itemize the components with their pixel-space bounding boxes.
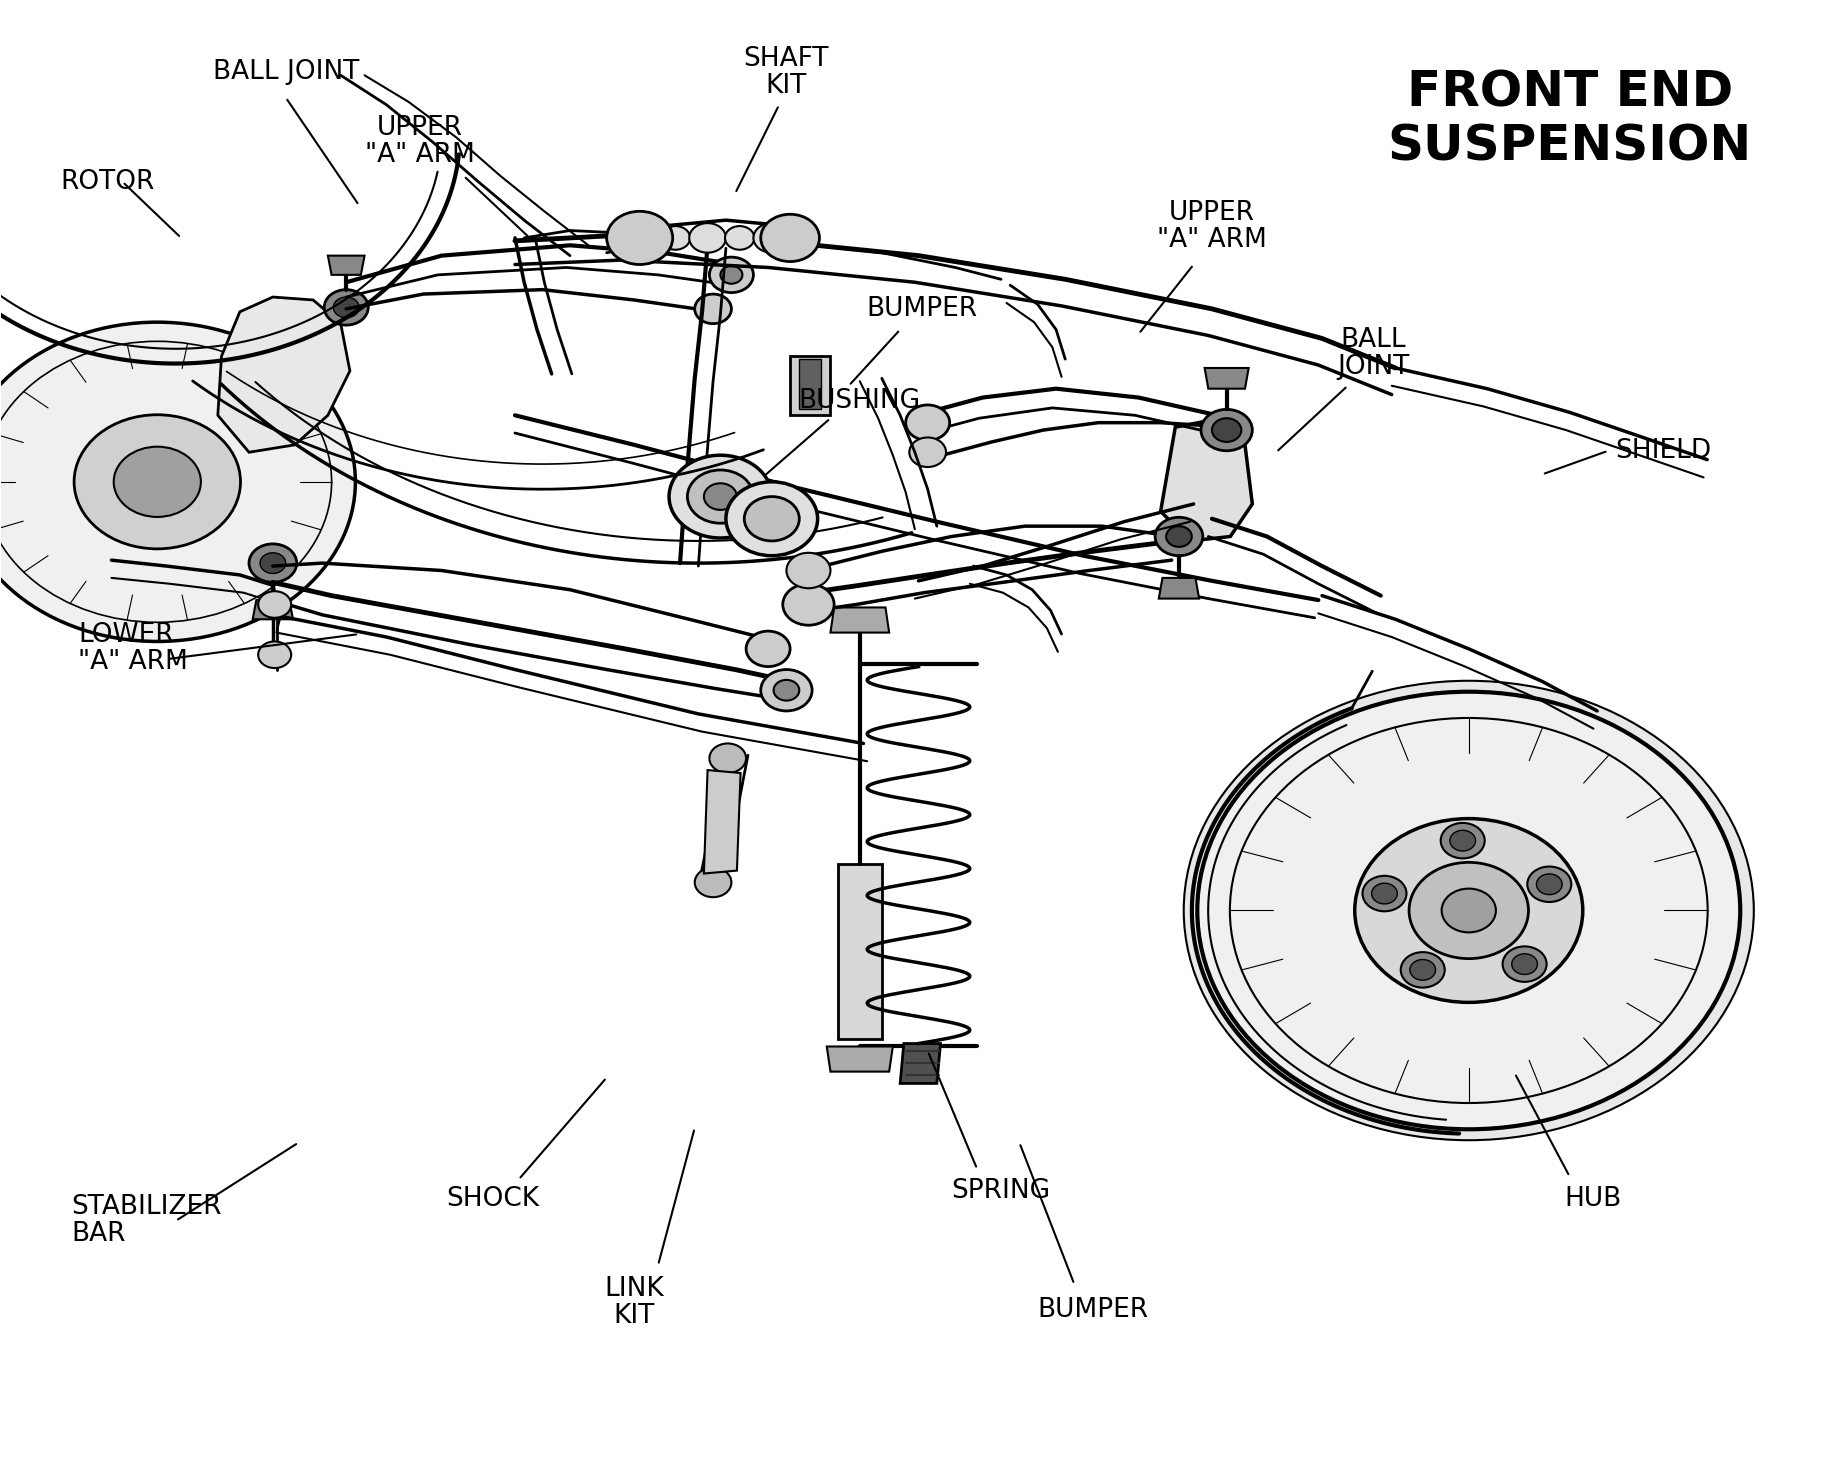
Circle shape (761, 669, 812, 711)
Circle shape (1440, 823, 1484, 859)
Circle shape (1166, 526, 1192, 546)
Circle shape (726, 481, 817, 555)
Polygon shape (1205, 367, 1249, 388)
Circle shape (1409, 960, 1435, 980)
Circle shape (704, 483, 737, 509)
Polygon shape (1159, 578, 1200, 598)
Circle shape (709, 258, 753, 293)
Text: UPPER
"A" ARM: UPPER "A" ARM (366, 116, 474, 169)
Text: SHAFT
KIT: SHAFT KIT (744, 46, 828, 99)
Text: BALL JOINT: BALL JOINT (213, 59, 358, 86)
Circle shape (250, 544, 298, 582)
Circle shape (1372, 883, 1398, 903)
Circle shape (1354, 819, 1583, 1003)
Polygon shape (830, 607, 889, 632)
Text: SHIELD: SHIELD (1615, 438, 1712, 464)
Circle shape (661, 227, 691, 250)
Circle shape (689, 224, 726, 253)
Circle shape (323, 290, 367, 326)
Polygon shape (838, 865, 882, 1040)
Circle shape (720, 267, 742, 284)
Circle shape (1402, 952, 1444, 988)
Circle shape (753, 224, 790, 253)
Text: LOWER
"A" ARM: LOWER "A" ARM (79, 622, 189, 675)
Polygon shape (827, 1047, 893, 1072)
Circle shape (1503, 946, 1547, 982)
Text: BUMPER: BUMPER (867, 296, 977, 321)
Circle shape (1183, 681, 1754, 1140)
Polygon shape (327, 256, 364, 275)
Circle shape (1527, 866, 1571, 902)
Circle shape (1212, 418, 1242, 441)
Circle shape (332, 298, 358, 318)
Polygon shape (1161, 418, 1253, 541)
Circle shape (786, 552, 830, 588)
Circle shape (114, 447, 200, 517)
Polygon shape (900, 1044, 941, 1084)
Text: HUB: HUB (1565, 1186, 1622, 1211)
Polygon shape (790, 355, 830, 415)
Circle shape (1198, 692, 1740, 1130)
Circle shape (1409, 862, 1528, 958)
Circle shape (726, 227, 755, 250)
Circle shape (744, 496, 799, 541)
Circle shape (1442, 889, 1495, 933)
Circle shape (259, 641, 292, 668)
Circle shape (709, 743, 746, 773)
Circle shape (909, 437, 946, 467)
Circle shape (625, 224, 661, 253)
Circle shape (761, 215, 819, 262)
Polygon shape (254, 600, 294, 619)
Text: FRONT END
SUSPENSION: FRONT END SUSPENSION (1387, 68, 1752, 170)
Circle shape (694, 868, 731, 897)
Circle shape (1536, 874, 1561, 895)
Circle shape (1512, 954, 1538, 974)
Circle shape (773, 680, 799, 701)
Text: BALL
JOINT: BALL JOINT (1337, 327, 1409, 379)
Circle shape (259, 591, 292, 618)
Circle shape (261, 552, 287, 573)
Circle shape (73, 415, 241, 549)
Polygon shape (219, 298, 349, 452)
Polygon shape (704, 770, 740, 874)
Circle shape (687, 469, 753, 523)
Polygon shape (799, 358, 821, 409)
Circle shape (1155, 517, 1203, 555)
Circle shape (1201, 409, 1253, 450)
Text: STABILIZER
BAR: STABILIZER BAR (72, 1194, 222, 1247)
Text: BUSHING: BUSHING (799, 388, 920, 413)
Circle shape (746, 631, 790, 666)
Circle shape (606, 212, 672, 265)
Text: UPPER
"A" ARM: UPPER "A" ARM (1157, 200, 1268, 253)
Text: BUMPER: BUMPER (1038, 1297, 1148, 1323)
Circle shape (0, 323, 355, 641)
Text: LINK
KIT: LINK KIT (604, 1275, 663, 1328)
Text: ROTOR: ROTOR (61, 169, 154, 194)
Circle shape (906, 404, 950, 440)
Circle shape (783, 584, 834, 625)
Circle shape (1363, 875, 1407, 911)
Circle shape (1449, 831, 1475, 852)
Text: SHOCK: SHOCK (446, 1186, 540, 1211)
Circle shape (694, 295, 731, 324)
Text: SPRING: SPRING (952, 1179, 1051, 1204)
Circle shape (669, 455, 772, 538)
